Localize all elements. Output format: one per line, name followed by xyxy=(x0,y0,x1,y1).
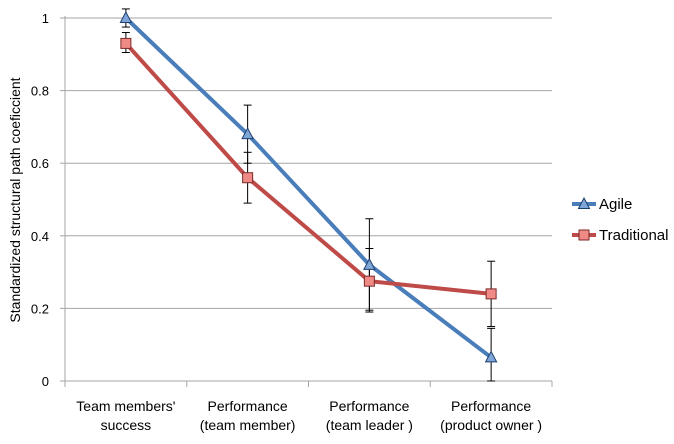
axes xyxy=(60,16,553,387)
legend-item-traditional: Traditional xyxy=(572,227,668,244)
data-point-triangle xyxy=(241,127,254,140)
data-point-square xyxy=(120,37,132,49)
x-category-label-line: (product owner ) xyxy=(440,417,542,433)
series-line-traditional xyxy=(123,41,494,296)
data-point-square xyxy=(485,288,497,300)
x-category-label-line: Performance xyxy=(451,398,531,414)
series-line-agile xyxy=(123,16,494,360)
data-point-square xyxy=(363,275,375,287)
legend-label: Agile xyxy=(599,196,632,213)
data-point-square xyxy=(578,229,590,241)
y-tick-label: 0.4 xyxy=(31,229,49,244)
x-category-label-line: Team members' xyxy=(76,398,175,414)
x-category-label-line: (team member) xyxy=(200,417,296,433)
data-point-triangle xyxy=(363,257,376,270)
x-category-label-line: success xyxy=(101,417,152,433)
x-category-label: Team members' success xyxy=(76,398,175,433)
x-category-label-line: (team leader ) xyxy=(326,417,413,433)
series xyxy=(119,8,498,382)
y-tick-label: 0.6 xyxy=(31,156,49,171)
x-category-label-line: Performance xyxy=(208,398,288,414)
x-category-label: Performance (product owner ) xyxy=(440,398,542,433)
data-point-triangle xyxy=(119,10,133,23)
y-tick-label: 1 xyxy=(42,11,49,26)
y-tick-label: 0 xyxy=(42,374,49,389)
y-tick-label: 0.2 xyxy=(31,301,49,316)
legend-item-agile: Agile xyxy=(572,196,632,213)
x-category-label: Performance (team leader ) xyxy=(326,398,413,433)
x-category-label: Performance (team member) xyxy=(200,398,296,433)
y-tick-label: 0.8 xyxy=(31,84,49,99)
data-point-triangle xyxy=(484,350,498,363)
y-axis-label: Standardized structural path coeficcient xyxy=(7,77,23,322)
gridlines xyxy=(65,17,552,309)
legend-label: Traditional xyxy=(599,227,668,244)
x-category-label-line: Performance xyxy=(329,398,409,414)
tick-labels: 0 0.2 0.4 0.6 0.8 1 Team members' success Perfor… xyxy=(31,11,542,433)
data-point-square xyxy=(242,172,254,184)
data-point-triangle xyxy=(577,196,591,209)
legend: Agile Traditional xyxy=(572,196,668,244)
